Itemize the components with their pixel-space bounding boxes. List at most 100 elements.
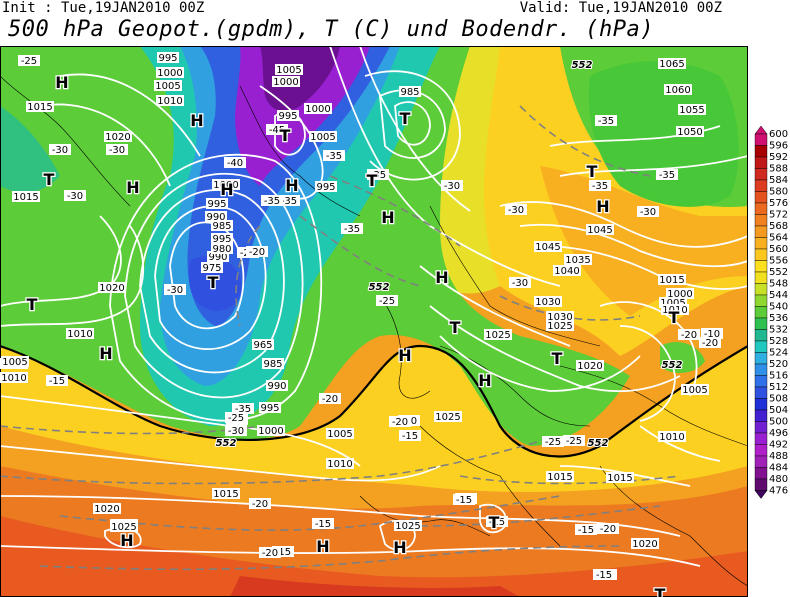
high-pressure-label: H	[478, 371, 491, 390]
contour-552-label: 552	[588, 438, 609, 449]
coastlines	[0, 75, 748, 587]
isobar-label-bg	[553, 265, 581, 276]
isotherm-label-bg	[575, 524, 597, 535]
isobar-label-bg	[546, 320, 574, 331]
isobar-label: 990	[206, 212, 225, 223]
isotherm-label-bg	[597, 523, 619, 534]
isotherm-label: -15	[596, 570, 612, 581]
high-pressure-label: H	[55, 73, 68, 92]
isotherm-label: -20	[702, 338, 718, 349]
isobar-label-bg	[304, 103, 332, 114]
isotherm-label: -20	[681, 330, 697, 341]
colorbar-swatch	[754, 398, 768, 411]
isobar-label: 1040	[554, 266, 579, 277]
colorbar-tick-label: 592	[769, 152, 788, 163]
isotherm-label: -30	[109, 145, 125, 156]
isobar-label: 980	[212, 244, 231, 255]
isobar-label: 995	[158, 53, 177, 64]
colorbar-swatch	[754, 306, 768, 319]
isobar-label-bg	[586, 224, 614, 235]
colorbar-swatch	[754, 237, 768, 250]
isotherm-label-bg	[46, 375, 68, 386]
isobar-label: 1005	[276, 65, 301, 76]
isotherm-label: -20	[262, 548, 278, 559]
high-pressure-label: H	[316, 537, 329, 556]
isobar-label-bg	[315, 181, 337, 192]
colorbar-swatch	[754, 294, 768, 307]
isotherm-label: -15	[456, 495, 472, 506]
contour-552-label: 552	[216, 438, 237, 449]
isobar-label-bg	[154, 80, 182, 91]
isobar-label: 1010	[1, 373, 26, 384]
isotherm-label: -30	[512, 278, 528, 289]
isotherm-label-bg	[389, 416, 411, 427]
colorbar-tick-label: 560	[769, 244, 788, 255]
high-pressure-label: H	[220, 180, 233, 199]
isotherm-label-bg	[266, 124, 288, 135]
isotherm-label-bg	[593, 569, 615, 580]
isobar-label-bg	[252, 339, 274, 350]
isobar-label-bg	[666, 288, 694, 299]
isotherm-label: -20	[249, 247, 265, 258]
high-pressure-label: H	[398, 346, 411, 365]
isotherm-label: -30	[52, 145, 68, 156]
isobar-label-bg	[681, 384, 709, 395]
colorbar-swatch	[754, 363, 768, 376]
colorbar-tick-label: 588	[769, 164, 788, 175]
isobar-label: 1015	[547, 472, 572, 483]
low-pressure-label: T	[669, 308, 680, 327]
isobar-label-bg	[104, 131, 132, 142]
isotherm-label-bg	[589, 180, 611, 191]
isobar-label: 995	[260, 403, 279, 414]
colorbar-swatch	[754, 340, 768, 353]
isotherm-label-bg	[656, 169, 678, 180]
isobar-label-bg	[309, 131, 337, 142]
isobar-label: 1025	[435, 412, 460, 423]
colorbar: 6005965925885845805765725685645605565525…	[754, 125, 788, 499]
weather-map: 9951000100510101015102010051000995100599…	[0, 46, 788, 597]
colorbar-swatch	[754, 179, 768, 192]
isotherm-label: -20	[252, 499, 268, 510]
contour-552-label: 552	[662, 360, 683, 371]
colorbar-tick-label: 572	[769, 210, 788, 221]
isobar-label-bg	[534, 296, 562, 307]
isobar-label-bg	[326, 428, 354, 439]
colorbar-swatch	[754, 421, 768, 434]
isobar-label-bg	[484, 329, 512, 340]
isobar-label: 1000	[305, 104, 330, 115]
isobar-label: 1015	[607, 473, 632, 484]
isotherm-label-bg	[701, 328, 723, 339]
isobar-label: 1010	[157, 96, 182, 107]
isotherm-label-bg	[225, 412, 247, 423]
isobar-label: 990	[267, 381, 286, 392]
map-field	[0, 46, 748, 597]
isotherm-label-bg	[64, 190, 86, 201]
colorbar-swatch	[754, 214, 768, 227]
colorbar-tick-label: 484	[769, 463, 788, 474]
colorbar-tick-label: 504	[769, 405, 788, 416]
isotherm-label: -35	[281, 196, 297, 207]
colorbar-tick-label: 512	[769, 382, 788, 393]
isotherm-label: -45	[269, 125, 285, 136]
isobar-label-bg	[26, 101, 54, 112]
isotherm-label-bg	[319, 393, 341, 404]
isotherm-label-bg	[453, 494, 475, 505]
isobar-label: 1020	[105, 132, 130, 143]
isobar-label: 1005	[682, 385, 707, 396]
isotherm-label: -15	[315, 519, 331, 530]
isobars	[0, 46, 748, 567]
isobar-label: 1060	[665, 85, 690, 96]
isobar-label: 1015	[659, 275, 684, 286]
isotherm-label-bg	[232, 403, 254, 414]
isotherm-label-bg	[272, 546, 294, 557]
isobar-label: 1055	[679, 105, 704, 116]
isobar-label-bg	[534, 241, 562, 252]
isobar-label-bg	[659, 297, 687, 308]
colorbar-tick-label: 580	[769, 187, 788, 198]
colorbar-swatch	[754, 317, 768, 330]
isobar-label-bg	[272, 76, 300, 87]
isotherm-label: -20	[392, 417, 408, 428]
isobar-label-bg	[110, 521, 138, 532]
isobar-label: 1000	[258, 426, 283, 437]
colorbar-swatch	[754, 455, 768, 468]
